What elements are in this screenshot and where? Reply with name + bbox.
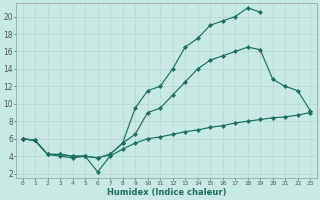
X-axis label: Humidex (Indice chaleur): Humidex (Indice chaleur): [107, 188, 226, 197]
